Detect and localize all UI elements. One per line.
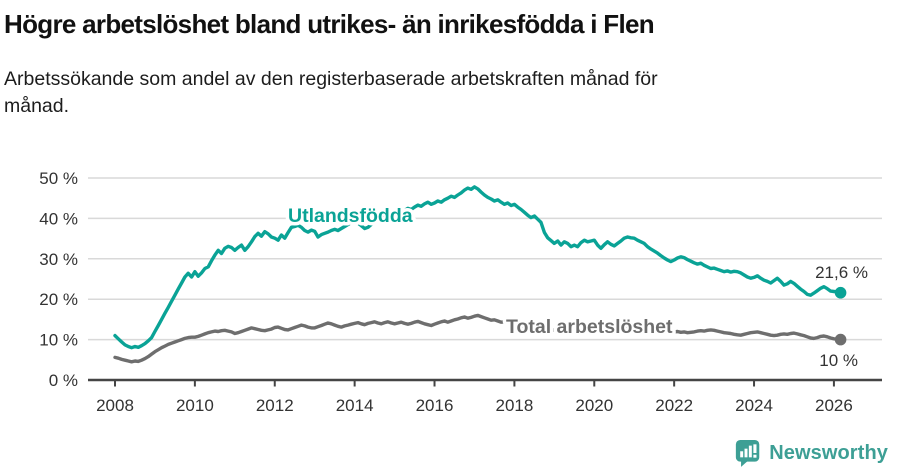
end-value-label: 10 % <box>819 351 858 370</box>
line-chart: 0 % 10 % 20 % 30 % 40 % 50 % 2008 2010 2012 2014 2… <box>0 150 900 435</box>
line-chart-svg: 0 % 10 % 20 % 30 % 40 % 50 % 2008 2010 2012 2014 2… <box>39 169 882 415</box>
y-tick-label: 50 % <box>39 169 78 188</box>
chart-header: Högre arbetslöshet bland utrikes- än inr… <box>4 0 884 120</box>
x-tick-label: 2018 <box>495 396 533 415</box>
y-tick-label: 20 % <box>39 290 78 309</box>
series-end-dot <box>834 333 847 346</box>
series-label-total: Total arbetslöshet <box>506 316 673 338</box>
subtitle-line-1: Arbetssökande som andel av den registerb… <box>4 68 658 90</box>
y-tick-label: 10 % <box>39 331 78 350</box>
series-line-utlandsfodda <box>113 185 843 350</box>
newsworthy-barchart-pin-icon <box>736 440 760 467</box>
x-tick-label: 2008 <box>96 396 134 415</box>
x-tick-label: 2016 <box>416 396 454 415</box>
series-label-utlandsfodda: Utlandsfödda <box>288 205 413 227</box>
chart-subtitle: Arbetssökande som andel av den registerb… <box>4 66 884 120</box>
page-title: Högre arbetslöshet bland utrikes- än inr… <box>4 9 655 39</box>
series-end-dot <box>834 286 847 299</box>
subtitle-line-2: månad. <box>4 95 70 117</box>
x-tick-label: 2020 <box>575 396 613 415</box>
y-tick-label: 0 % <box>49 371 78 390</box>
x-tick-label: 2024 <box>735 396 773 415</box>
x-tick-label: 2022 <box>655 396 693 415</box>
end-value-label: 21,6 % <box>815 263 868 282</box>
y-tick-label: 30 % <box>39 250 78 269</box>
x-tick-label: 2026 <box>815 396 853 415</box>
series-line-total <box>113 313 843 364</box>
newsworthy-wordmark[interactable]: Newsworthy <box>769 441 888 464</box>
x-tick-label: 2010 <box>176 396 214 415</box>
y-tick-label: 40 % <box>39 209 78 228</box>
x-tick-label: 2014 <box>336 396 374 415</box>
x-tick-label: 2012 <box>256 396 294 415</box>
newsworthy-branding[interactable]: Newsworthy <box>735 439 888 467</box>
